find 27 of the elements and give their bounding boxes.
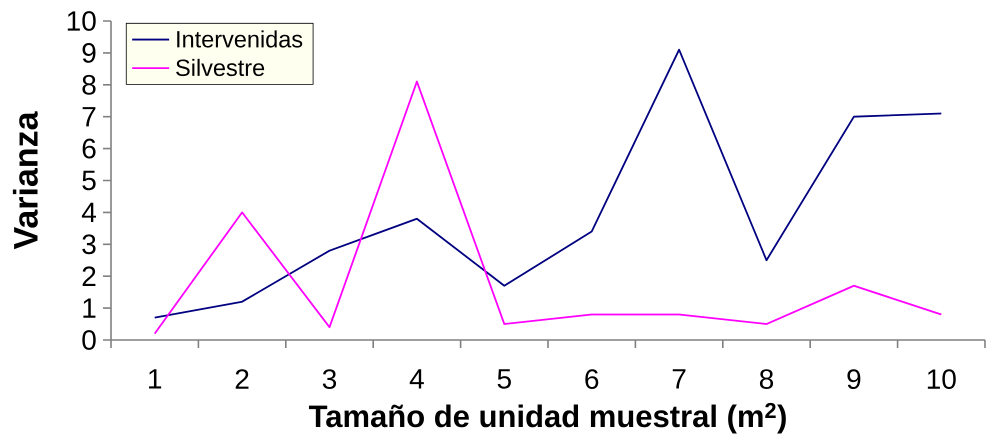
x-tick-label: 7 — [672, 369, 686, 388]
line-series — [154, 48, 942, 319]
x-tick-label: 9 — [847, 369, 860, 390]
x-axis-title: Tamaño de unidad muestral (m$^{2}$) — [308, 402, 786, 434]
y-tick-label: 10 — [68, 11, 96, 31]
y-tick-label: 5 — [82, 170, 96, 190]
y-axis-title: Varianza — [12, 111, 38, 250]
x-tick-label: 8 — [760, 369, 774, 390]
y-tick-label: 7 — [82, 107, 96, 126]
x-tick-label: 2 — [236, 369, 248, 389]
y-tick-label: 2 — [82, 266, 96, 286]
x-tick-label: 6 — [585, 369, 598, 390]
y-tick-label: 8 — [82, 74, 96, 95]
line-series — [154, 80, 942, 335]
y-tick-label: 3 — [82, 234, 96, 254]
x-tick-label: 1 — [149, 369, 162, 388]
x-tick-label: 5 — [498, 369, 511, 389]
y-tick-label: 0 — [82, 330, 96, 350]
x-tick-label: 3 — [322, 369, 336, 390]
y-tick-label: 1 — [83, 298, 96, 318]
y-tick-label: 6 — [82, 138, 96, 158]
x-tick-label: 10 — [928, 369, 956, 390]
x-tick-label: 4 — [410, 369, 424, 388]
legend-label: Silvestre — [176, 58, 264, 76]
legend-label: Intervenidas — [177, 30, 302, 48]
y-tick-label: 4 — [82, 202, 96, 222]
y-tick-label: 9 — [82, 42, 96, 63]
